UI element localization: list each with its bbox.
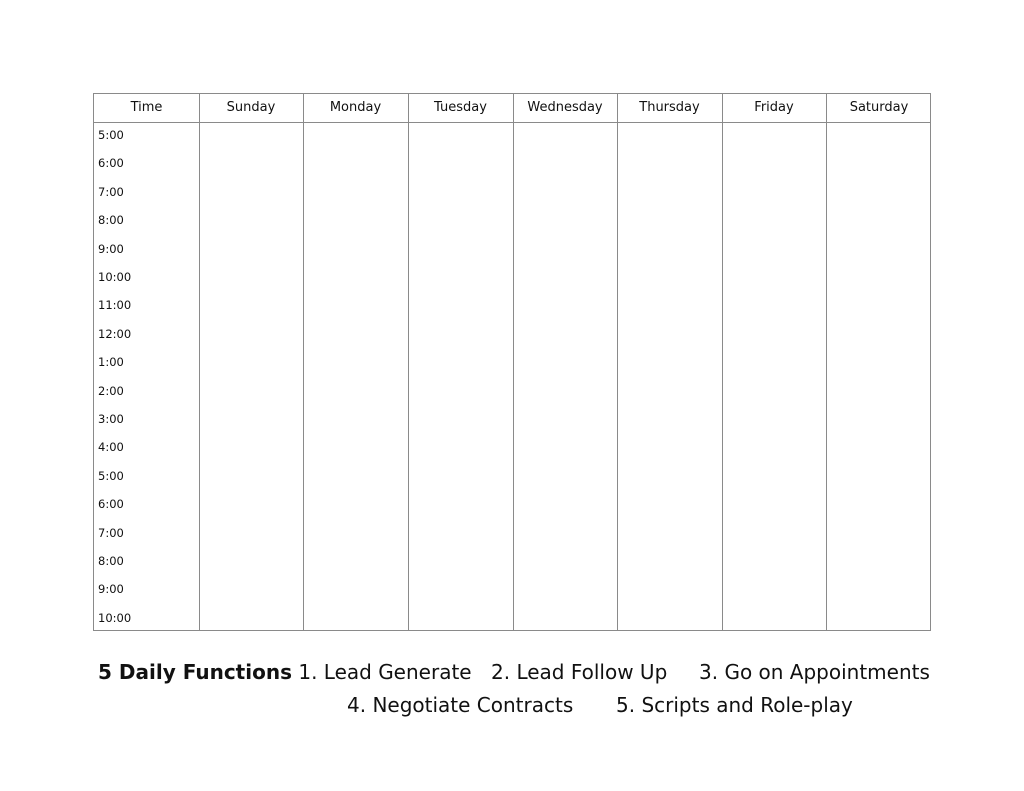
column-divider <box>826 94 827 630</box>
legend-line-1: 5 Daily Functions 1. Lead Generate <box>98 660 472 684</box>
column-divider <box>303 94 304 630</box>
time-slot-label: 10:00 <box>98 610 132 625</box>
time-slot-label: 10:00 <box>98 270 132 284</box>
time-slot-label: 9:00 <box>98 582 124 597</box>
legend-item-4: 4. Negotiate Contracts <box>347 693 574 717</box>
time-slot-label: 5:00 <box>98 468 124 483</box>
legend-title: 5 Daily Functions <box>98 660 292 684</box>
time-slot-label: 7:00 <box>98 184 124 199</box>
day-header-thursday: Thursday <box>639 100 700 115</box>
time-slot-label: 6:00 <box>98 156 124 171</box>
time-slot-label: 8:00 <box>98 554 124 568</box>
weekly-schedule-table: Time Sunday Monday Tuesday Wednesday Thu… <box>93 93 931 631</box>
time-slot-label: 4:00 <box>98 440 124 455</box>
legend-item-5: 5. Scripts and Role-play <box>616 693 853 717</box>
time-slot-label: 12:00 <box>98 326 132 341</box>
time-slot-label: 2:00 <box>98 383 124 398</box>
time-slot-label: 8:00 <box>98 213 124 228</box>
day-header-friday: Friday <box>754 100 794 115</box>
day-header-monday: Monday <box>329 100 382 115</box>
column-divider <box>617 94 618 630</box>
column-divider <box>199 94 200 630</box>
time-slot-label: 3:00 <box>98 412 124 426</box>
legend-item-3: 3. Go on Appointments <box>699 660 930 684</box>
time-slot-label: 1:00 <box>98 355 124 370</box>
day-header-wednesday: Wednesday <box>527 100 603 115</box>
table-header-row: Time Sunday Monday Tuesday Wednesday Thu… <box>94 94 930 123</box>
time-slot-label: 11:00 <box>98 298 132 313</box>
day-header-tuesday: Tuesday <box>434 100 487 115</box>
column-divider <box>513 94 514 630</box>
time-slot-label: 9:00 <box>98 241 124 256</box>
legend-item-1: 1. Lead Generate <box>298 660 472 684</box>
column-divider <box>408 94 409 630</box>
legend-item-2: 2. Lead Follow Up <box>491 660 668 684</box>
time-column-header: Time <box>130 100 163 115</box>
day-header-saturday: Saturday <box>849 100 909 115</box>
column-divider <box>722 94 723 630</box>
time-slot-label: 7:00 <box>98 525 124 540</box>
time-slot-label: 5:00 <box>98 128 124 142</box>
day-header-sunday: Sunday <box>226 100 276 115</box>
time-slot-label: 6:00 <box>98 497 124 512</box>
